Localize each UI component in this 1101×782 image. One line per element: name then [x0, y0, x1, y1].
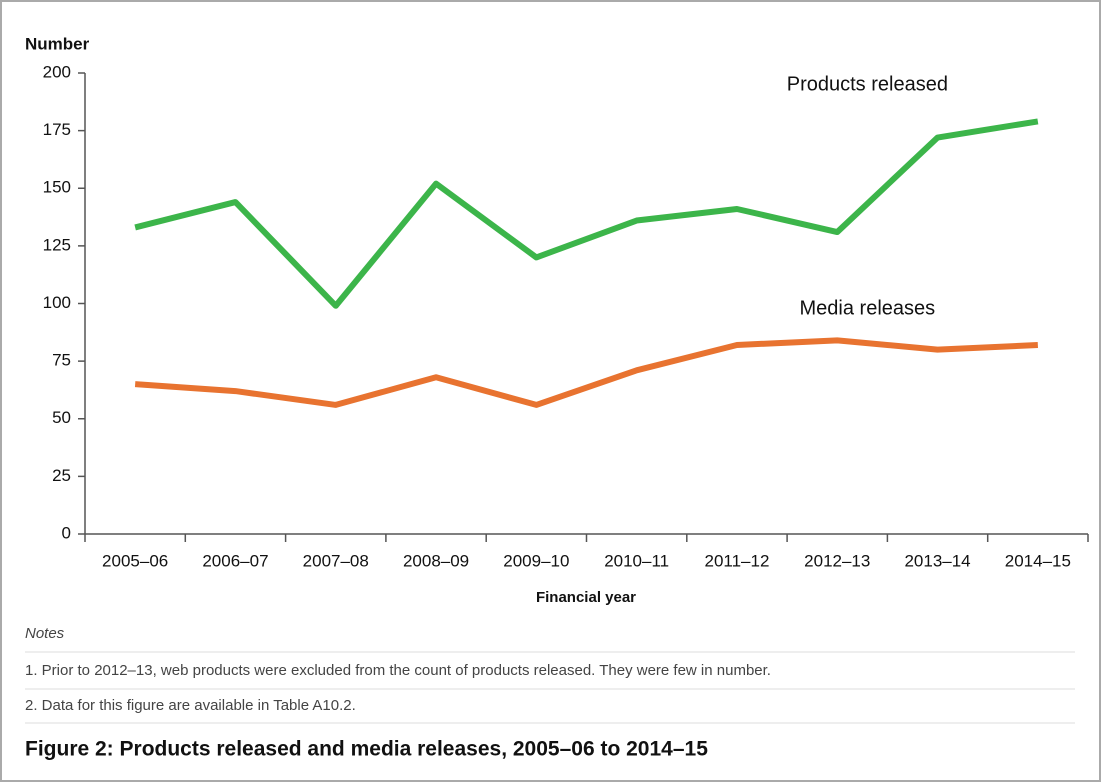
y-tick-label: 200 — [43, 62, 71, 81]
x-tick-label: 2010–11 — [604, 551, 669, 570]
series-label: Media releases — [800, 297, 936, 319]
line-series — [134, 118, 1039, 309]
x-axis-title: Financial year — [536, 589, 636, 606]
x-tick-label: 2013–14 — [904, 551, 970, 570]
y-tick-label: 150 — [43, 178, 71, 197]
y-tick-label: 50 — [52, 408, 71, 427]
y-tick-label: 125 — [43, 235, 71, 254]
x-tick-label: 2008–09 — [403, 551, 469, 570]
x-tick-label: 2014–15 — [1005, 551, 1071, 570]
y-tick-label: 100 — [43, 293, 71, 312]
note: 1. Prior to 2012–13, web products were e… — [25, 662, 771, 679]
y-tick-label: 175 — [43, 120, 71, 139]
x-tick-label: 2012–13 — [804, 551, 870, 570]
x-tick-label: 2006–07 — [202, 551, 268, 570]
x-tick-label: 2011–12 — [704, 551, 769, 570]
notes-heading: Notes — [25, 625, 65, 642]
y-tick-label: 0 — [62, 523, 71, 542]
y-axis-title: Number — [25, 34, 90, 53]
x-tick-label: 2005–06 — [102, 551, 168, 570]
x-tick-label: 2009–10 — [503, 551, 569, 570]
line-series — [134, 337, 1038, 408]
x-tick-label: 2007–08 — [303, 551, 369, 570]
caption: Figure 2: Products released and media re… — [25, 738, 708, 761]
y-tick-label: 75 — [52, 351, 71, 370]
note: 2. Data for this figure are available in… — [25, 697, 356, 714]
series-label: Products released — [787, 74, 948, 96]
y-tick-label: 25 — [52, 466, 71, 485]
